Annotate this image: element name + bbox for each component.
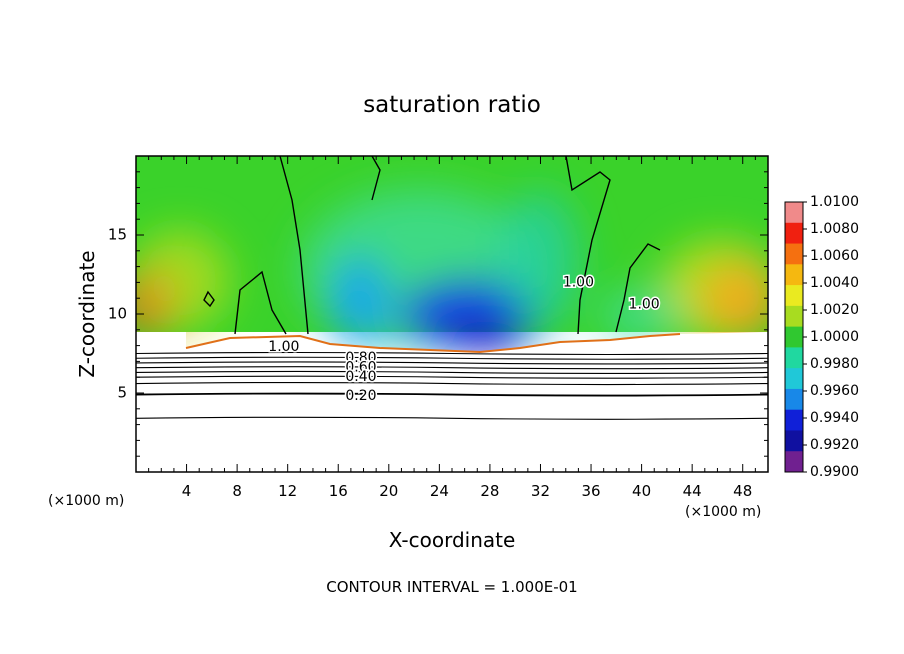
contour-line xyxy=(136,416,768,420)
x-unit-label-left: (×1000 m) xyxy=(48,493,124,509)
colorbar-swatch xyxy=(785,305,803,328)
colorbar-swatch xyxy=(785,451,803,473)
contour-line xyxy=(136,356,768,360)
contour-line xyxy=(136,375,768,379)
contour-label: 0.80 xyxy=(345,350,376,366)
x-tick-label: 44 xyxy=(683,482,702,500)
colorbar-swatch xyxy=(785,264,803,286)
contour-line-1-00 xyxy=(203,290,215,308)
colorbar-swatch xyxy=(785,409,803,431)
contour-label: 1.00 xyxy=(268,339,299,355)
y-tick-label: 10 xyxy=(108,305,127,323)
contour-line xyxy=(136,381,768,386)
y-tick-label: 5 xyxy=(117,384,127,402)
contour-label: 1.00 xyxy=(629,297,660,313)
contour-line-1-00 xyxy=(565,156,611,335)
contour-label: 0.20 xyxy=(345,388,376,404)
plot-area: 1.00 1.00 1.00 0.800.600.40 0.20 xyxy=(136,156,768,472)
x-tick-label: 48 xyxy=(733,482,752,500)
x-unit-label-right: (×1000 m) xyxy=(685,504,761,520)
colorbar-tick-label: 1.0020 xyxy=(810,302,859,318)
contour-labels: 1.00 1.00 1.00 0.800.600.40 0.20 xyxy=(267,273,661,406)
contour-line xyxy=(136,366,768,370)
colorbar: 1.0100 1.0080 1.0060 1.0040 1.0020 1.0000 0.99… xyxy=(784,194,859,480)
y-axis-label: Z-coordinate xyxy=(75,250,99,377)
colorbar-tick-label: 1.0040 xyxy=(810,275,859,291)
colorbar-tick-label: 1.0100 xyxy=(810,194,859,210)
contour-line-1-00 xyxy=(234,270,287,335)
colorbar-swatch xyxy=(785,347,803,369)
x-tick-label: 40 xyxy=(632,482,651,500)
x-axis-label: X-coordinate xyxy=(389,528,516,552)
x-tick-label: 36 xyxy=(581,482,600,500)
field-blobs xyxy=(136,190,768,350)
colorbar-tick-label: 0.9980 xyxy=(810,356,859,372)
colorbar-swatch xyxy=(785,388,803,411)
colorbar-swatch xyxy=(785,326,803,348)
contour-lines xyxy=(136,156,768,420)
colorbar-tick-label: 0.9940 xyxy=(810,410,859,426)
contour-line xyxy=(136,361,768,365)
colorbar-tick-label: 0.9920 xyxy=(810,437,859,453)
contour-label: 1.00 xyxy=(563,274,594,290)
contour-line xyxy=(136,351,768,356)
x-tick-label: 28 xyxy=(480,482,499,500)
x-tick-label: 32 xyxy=(531,482,550,500)
x-tick-label: 24 xyxy=(430,482,449,500)
contour-line xyxy=(136,392,768,397)
colorbar-tick-label: 1.0060 xyxy=(810,248,859,264)
colorbar-swatch xyxy=(785,285,803,307)
colorbar-tick-label: 1.0000 xyxy=(810,329,859,345)
chart-title: saturation ratio xyxy=(363,92,541,118)
colorbar-swatch xyxy=(785,430,803,452)
cloud-base-edge xyxy=(185,333,681,354)
contour-label: 0.60 xyxy=(345,360,376,376)
x-tick-label: 16 xyxy=(329,482,348,500)
contour-interval-note: CONTOUR INTERVAL = 1.000E-01 xyxy=(326,578,577,596)
contour-line-1-00 xyxy=(279,156,309,335)
contour-line xyxy=(136,370,768,375)
contour-line-1-00 xyxy=(615,243,661,333)
colorbar-swatch xyxy=(785,243,803,265)
colorbar-tick-label: 0.9900 xyxy=(810,464,859,480)
x-axis: 4 8 12 16 20 24 28 32 36 40 44 48 xyxy=(148,156,769,500)
colorbar-tick-label: 1.0080 xyxy=(810,221,859,237)
colorbar-swatch xyxy=(785,222,803,245)
colorbar-swatch xyxy=(785,368,803,390)
x-tick-label: 8 xyxy=(232,482,242,500)
y-axis: 5 10 15 xyxy=(108,171,768,457)
x-tick-label: 12 xyxy=(278,482,297,500)
x-tick-label: 20 xyxy=(379,482,398,500)
contour-label: 0.40 xyxy=(345,369,376,385)
colorbar-swatch xyxy=(785,202,803,224)
colorbar-tick-label: 0.9960 xyxy=(810,383,859,399)
y-tick-label: 15 xyxy=(108,226,127,244)
x-tick-label: 4 xyxy=(182,482,192,500)
contour-line-1-00 xyxy=(371,156,381,201)
